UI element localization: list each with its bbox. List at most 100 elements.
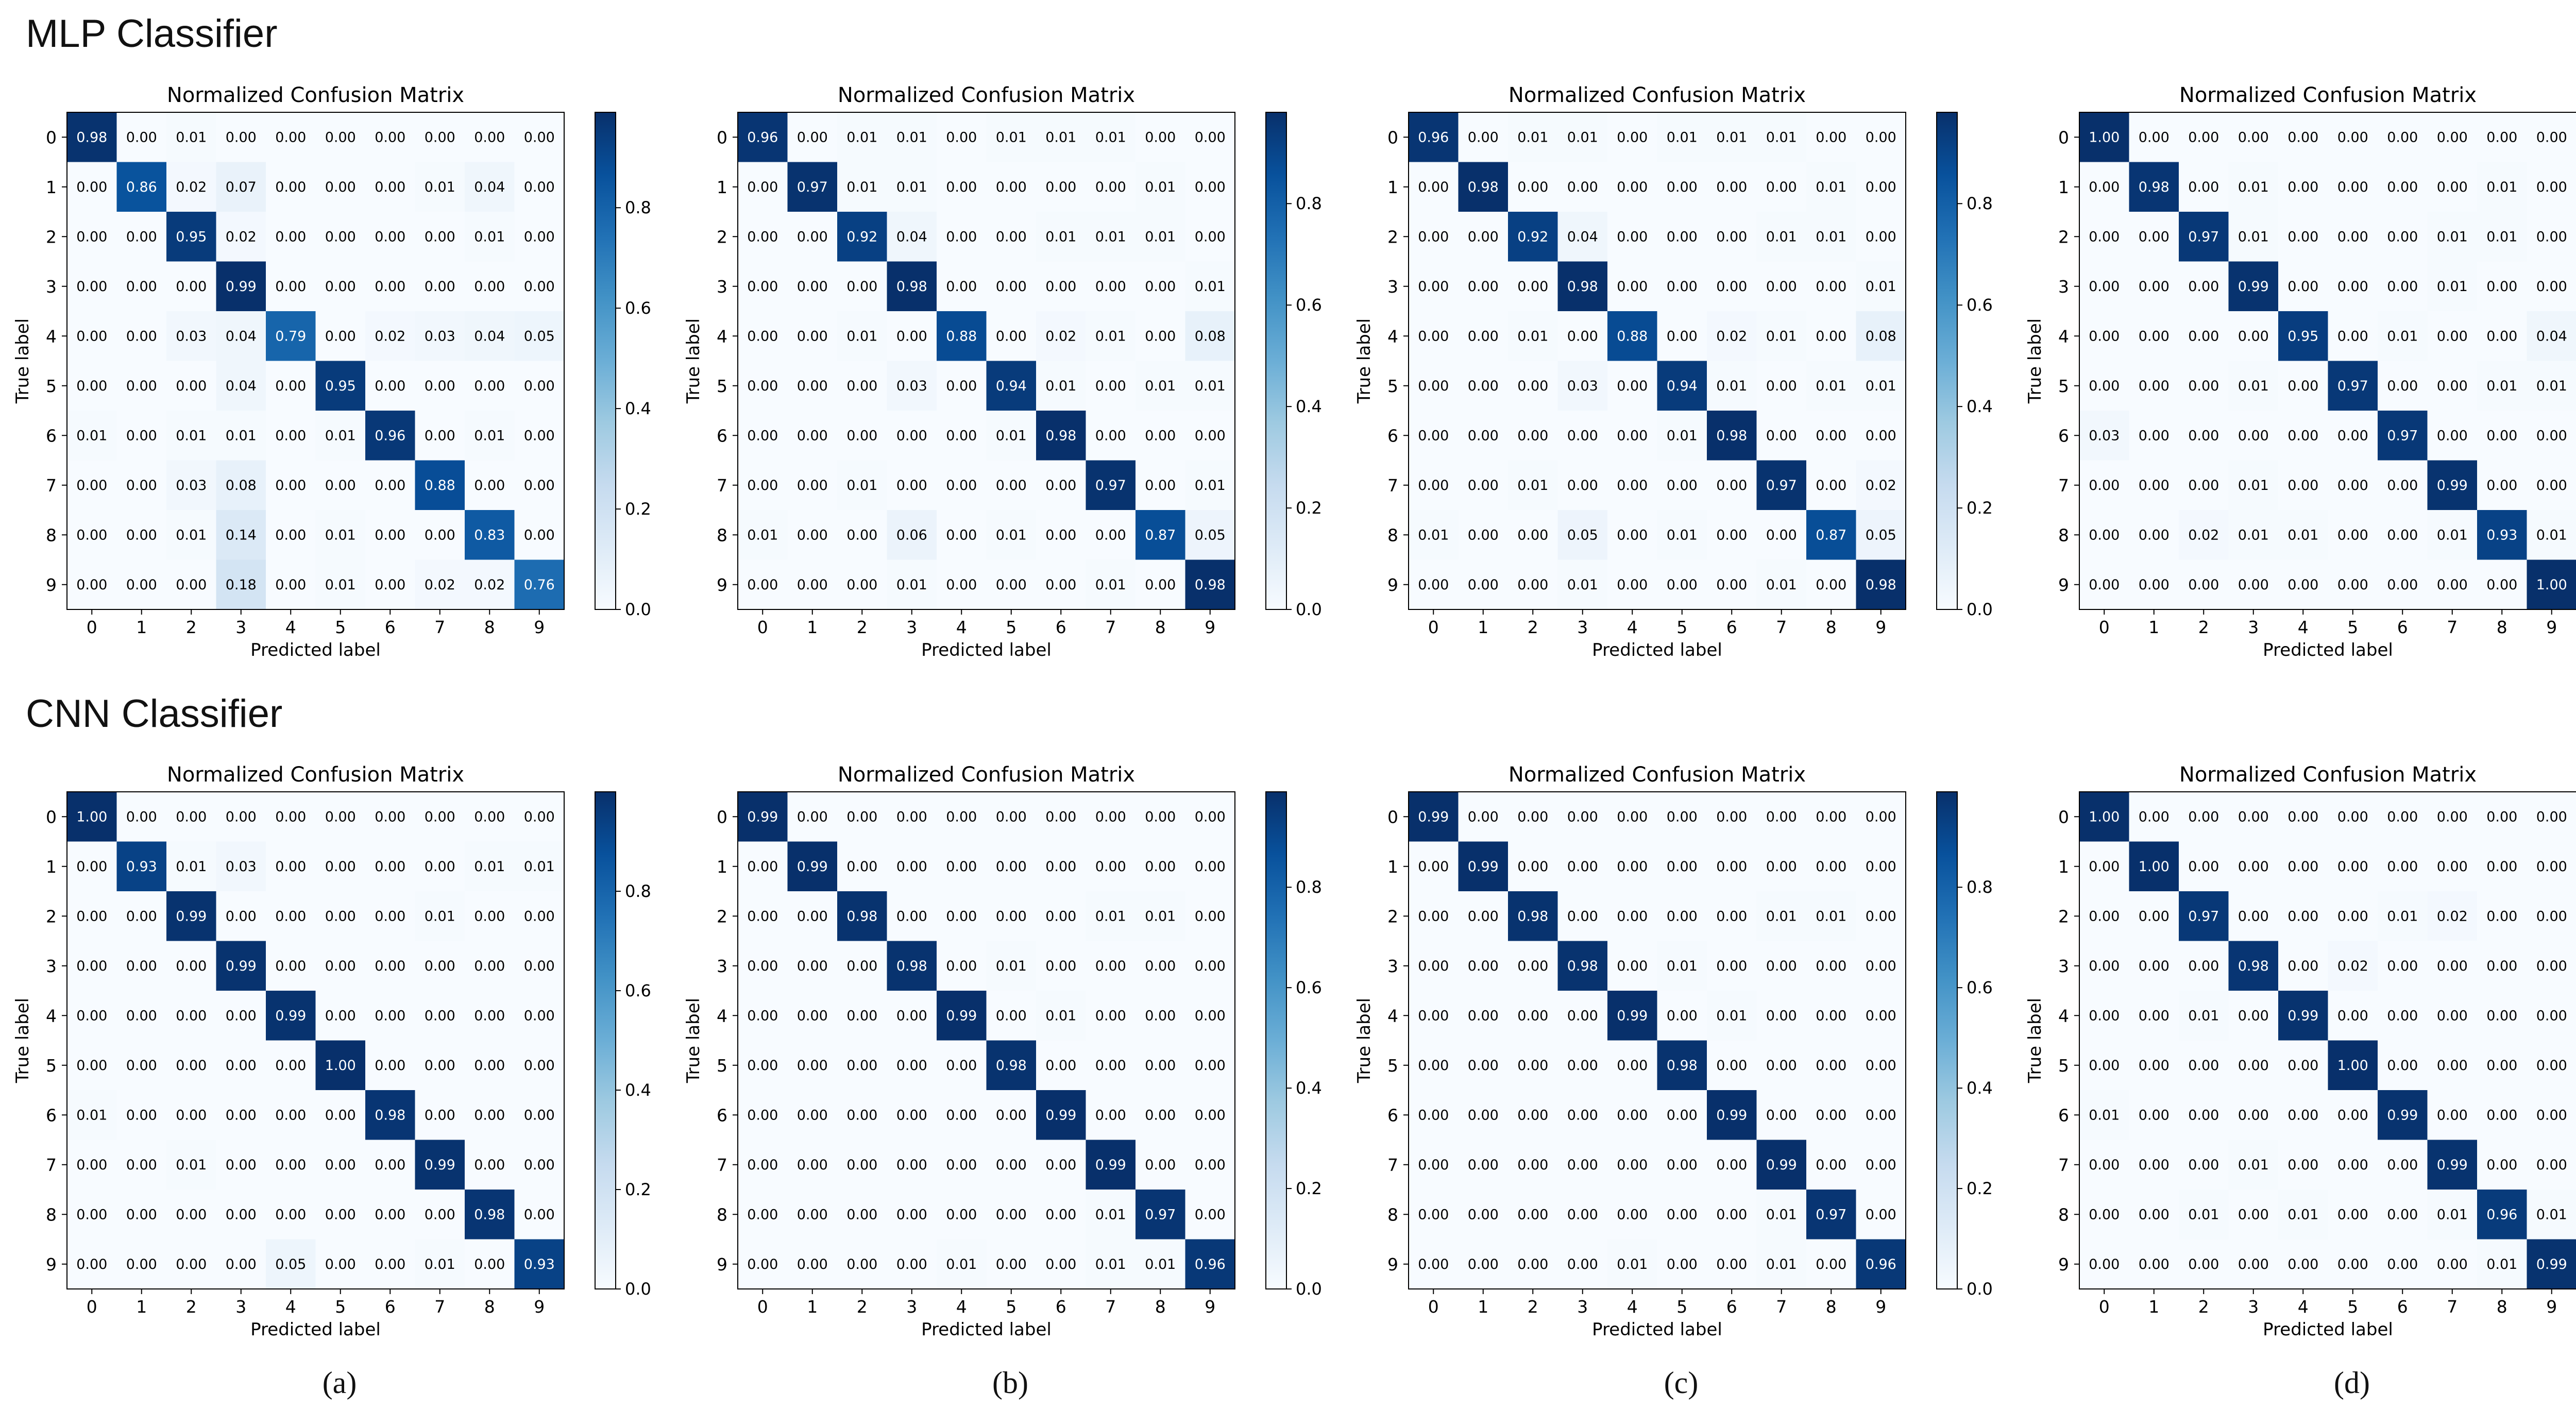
cell-value-label: 0.98 <box>1567 279 1598 295</box>
cell-value-label: 0.00 <box>524 378 555 394</box>
cell-value-label: 0.00 <box>2188 428 2219 444</box>
cell-value-label: 0.96 <box>1195 1257 1226 1272</box>
cell-value-label: 0.05 <box>1195 527 1226 543</box>
y-tick-label: 9 <box>2058 1254 2069 1275</box>
cell-value-label: 0.00 <box>1045 179 1076 195</box>
cell-value-label: 0.00 <box>1517 1157 1548 1173</box>
cell-value-label: 0.00 <box>325 859 356 875</box>
cell-value-label: 0.00 <box>2536 958 2567 974</box>
cell-value-label: 0.00 <box>1567 478 1598 494</box>
heatmap-cell <box>2278 411 2328 461</box>
cell-value-label: 0.86 <box>126 179 157 195</box>
cell-value-label: 0.00 <box>2387 179 2418 195</box>
cell-value-label: 0.03 <box>2089 428 2120 444</box>
cell-value-label: 0.00 <box>1195 1008 1226 1024</box>
heatmap-cell <box>1557 212 1608 262</box>
cell-value-label: 0.00 <box>524 1207 555 1223</box>
heatmap-cell <box>216 361 266 411</box>
cell-value-label: 0.00 <box>1468 428 1499 444</box>
cell-value-label: 0.00 <box>2337 1257 2368 1272</box>
heatmap-cell <box>216 311 266 361</box>
cell-value-label: 0.00 <box>2139 1207 2170 1223</box>
heatmap-cell <box>2527 311 2576 361</box>
cell-value-label: 0.01 <box>1816 908 1846 924</box>
heatmap-cell <box>1136 991 1185 1041</box>
cell-value-label: 0.00 <box>2188 1058 2219 1074</box>
heatmap-cell <box>67 559 117 610</box>
y-tick-label: 7 <box>46 1155 57 1175</box>
heatmap-cell <box>2129 261 2179 312</box>
y-tick-label: 7 <box>717 476 727 496</box>
cell-value-label: 0.95 <box>2287 328 2318 344</box>
y-tick-label: 5 <box>46 376 57 396</box>
cell-value-label: 0.00 <box>846 1008 877 1024</box>
cell-value-label: 0.00 <box>1667 908 1698 924</box>
heatmap-cell <box>2477 411 2527 461</box>
cell-value-label: 0.00 <box>896 809 927 825</box>
heatmap-cell <box>266 1090 316 1140</box>
cell-value-label: 0.00 <box>2238 908 2269 924</box>
heatmap-cell <box>1756 460 1807 511</box>
cell-value-label: 0.00 <box>1716 478 1747 494</box>
y-tick-label: 4 <box>1387 1006 1398 1026</box>
cell-value-label: 0.05 <box>275 1257 306 1272</box>
cell-value-label: 0.01 <box>996 129 1027 145</box>
heatmap-cell <box>2328 991 2378 1041</box>
cell-value-label: 0.00 <box>1095 378 1126 394</box>
cell-value-label: 0.00 <box>2337 908 2368 924</box>
cell-value-label: 0.00 <box>2387 378 2418 394</box>
heatmap-cell <box>2129 941 2179 991</box>
cell-value-label: 0.00 <box>76 958 107 974</box>
heatmap-cell <box>1136 261 1185 312</box>
heatmap-cell <box>937 411 987 461</box>
heatmap-cell <box>1036 1190 1086 1240</box>
cell-value-label: 0.04 <box>474 328 505 344</box>
heatmap-cell <box>1086 411 1136 461</box>
heatmap-cell <box>514 841 565 892</box>
cell-value-label: 0.00 <box>126 527 157 543</box>
cell-value-label: 0.00 <box>524 129 555 145</box>
heatmap-cell <box>2129 311 2179 361</box>
colorbar-tick-label: 0.8 <box>625 881 651 901</box>
heatmap-cell <box>216 112 266 162</box>
cell-value-label: 0.00 <box>996 1207 1027 1223</box>
cell-value-label: 0.01 <box>1766 229 1797 245</box>
cell-value-label: 0.00 <box>1617 527 1648 543</box>
heatmap-cell <box>315 941 366 991</box>
cell-value-label: 0.00 <box>1866 1058 1896 1074</box>
heatmap-cell <box>738 1040 788 1091</box>
cell-value-label: 0.00 <box>1567 859 1598 875</box>
heatmap-cell <box>837 1239 887 1289</box>
heatmap-cell <box>887 1090 937 1140</box>
cell-value-label: 0.00 <box>896 1257 927 1272</box>
cell-value-label: 0.00 <box>946 527 977 543</box>
heatmap-cell <box>1756 1190 1807 1240</box>
heatmap-cell <box>1036 261 1086 312</box>
heatmap-cell <box>465 361 515 411</box>
heatmap-cell <box>2527 941 2576 991</box>
cell-value-label: 0.00 <box>1766 859 1797 875</box>
heatmap-cell <box>2129 162 2179 212</box>
cell-value-label: 0.00 <box>1716 859 1747 875</box>
cell-value-label: 0.00 <box>2486 809 2517 825</box>
x-tick-label: 7 <box>1105 1297 1116 1317</box>
colorbar-tick-label: 0.2 <box>1296 498 1322 518</box>
heatmap-cell <box>986 460 1037 511</box>
heatmap-cell <box>2179 941 2229 991</box>
cell-value-label: 0.00 <box>747 428 778 444</box>
cell-value-label: 0.00 <box>747 328 778 344</box>
cell-value-label: 0.00 <box>846 577 877 593</box>
cell-value-label: 0.00 <box>275 478 306 494</box>
heatmap-cell <box>1086 162 1136 212</box>
x-tick-label: 0 <box>87 617 97 637</box>
cell-value-label: 0.00 <box>76 908 107 924</box>
heatmap-cell <box>1856 1040 1906 1091</box>
heatmap-cell <box>1856 510 1906 560</box>
heatmap-cell <box>2228 792 2279 842</box>
cell-value-label: 0.00 <box>425 378 455 394</box>
cell-value-label: 0.00 <box>375 229 405 245</box>
cell-value-label: 0.00 <box>2486 1107 2517 1123</box>
cell-value-label: 0.00 <box>1816 478 1846 494</box>
cell-value-label: 0.00 <box>375 859 405 875</box>
cell-value-label: 0.00 <box>1045 809 1076 825</box>
